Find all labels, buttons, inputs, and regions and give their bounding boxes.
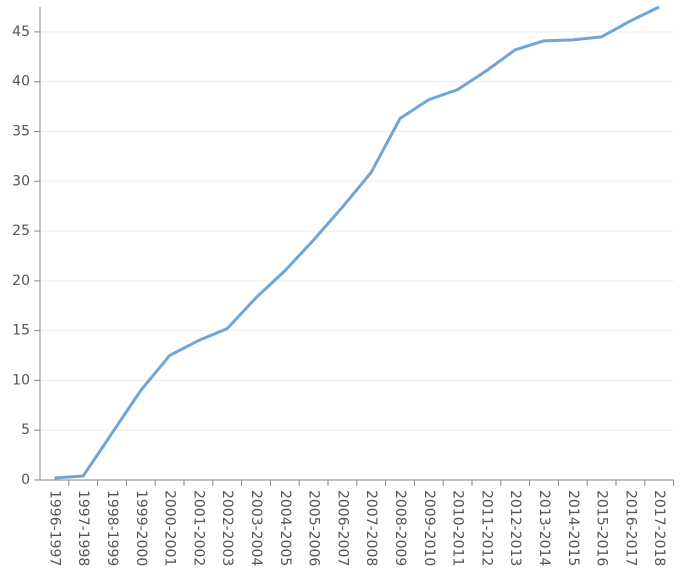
line bbox=[54, 5, 660, 480]
x-tick-label: 2000-2001 bbox=[162, 490, 178, 566]
y-tick-label: 45 bbox=[12, 24, 30, 40]
x-tick-label: 2013-2014 bbox=[536, 490, 552, 566]
y-tick-label: 0 bbox=[21, 472, 30, 488]
x-tick-label: 1999-2000 bbox=[133, 490, 149, 566]
x-tick-label: 2010-2011 bbox=[450, 490, 466, 566]
y-tick-label: 15 bbox=[12, 323, 30, 339]
x-tick-label: 2004-2005 bbox=[277, 490, 293, 566]
x-tick-label: 2016-2017 bbox=[622, 490, 638, 566]
x-tick-label: 1998-1999 bbox=[104, 490, 120, 566]
x-tick-label: 2002-2003 bbox=[219, 490, 235, 566]
y-tick-label: 20 bbox=[12, 273, 30, 289]
x-tick-label: 1997-1998 bbox=[75, 490, 91, 566]
x-tick-label: 2015-2016 bbox=[594, 490, 610, 566]
x-tick-label: 2014-2015 bbox=[565, 490, 581, 566]
x-tick-label: 2005-2006 bbox=[306, 490, 322, 566]
y-tick-label: 25 bbox=[12, 223, 30, 239]
x-tick-label: 2006-2007 bbox=[334, 490, 350, 566]
y-tick-label: 35 bbox=[12, 123, 30, 139]
x-tick-label: 2001-2002 bbox=[190, 490, 206, 566]
y-tick-label: 10 bbox=[12, 372, 30, 388]
x-tick-label: 2008-2009 bbox=[392, 490, 408, 566]
x-tick-label: 2009-2010 bbox=[421, 490, 437, 566]
x-tick-label: 2007-2008 bbox=[363, 490, 379, 566]
y-tick-label: 30 bbox=[12, 173, 30, 189]
x-tick-label: 2012-2013 bbox=[507, 490, 523, 566]
y-tick-label: 5 bbox=[21, 422, 30, 438]
x-tick-label: 2011-2012 bbox=[478, 490, 494, 566]
x-tick-label: 1996-1997 bbox=[46, 490, 62, 566]
x-tick-label: 2017-2018 bbox=[651, 490, 667, 566]
x-tick-label: 2003-2004 bbox=[248, 490, 264, 566]
y-tick-label: 40 bbox=[12, 74, 30, 90]
